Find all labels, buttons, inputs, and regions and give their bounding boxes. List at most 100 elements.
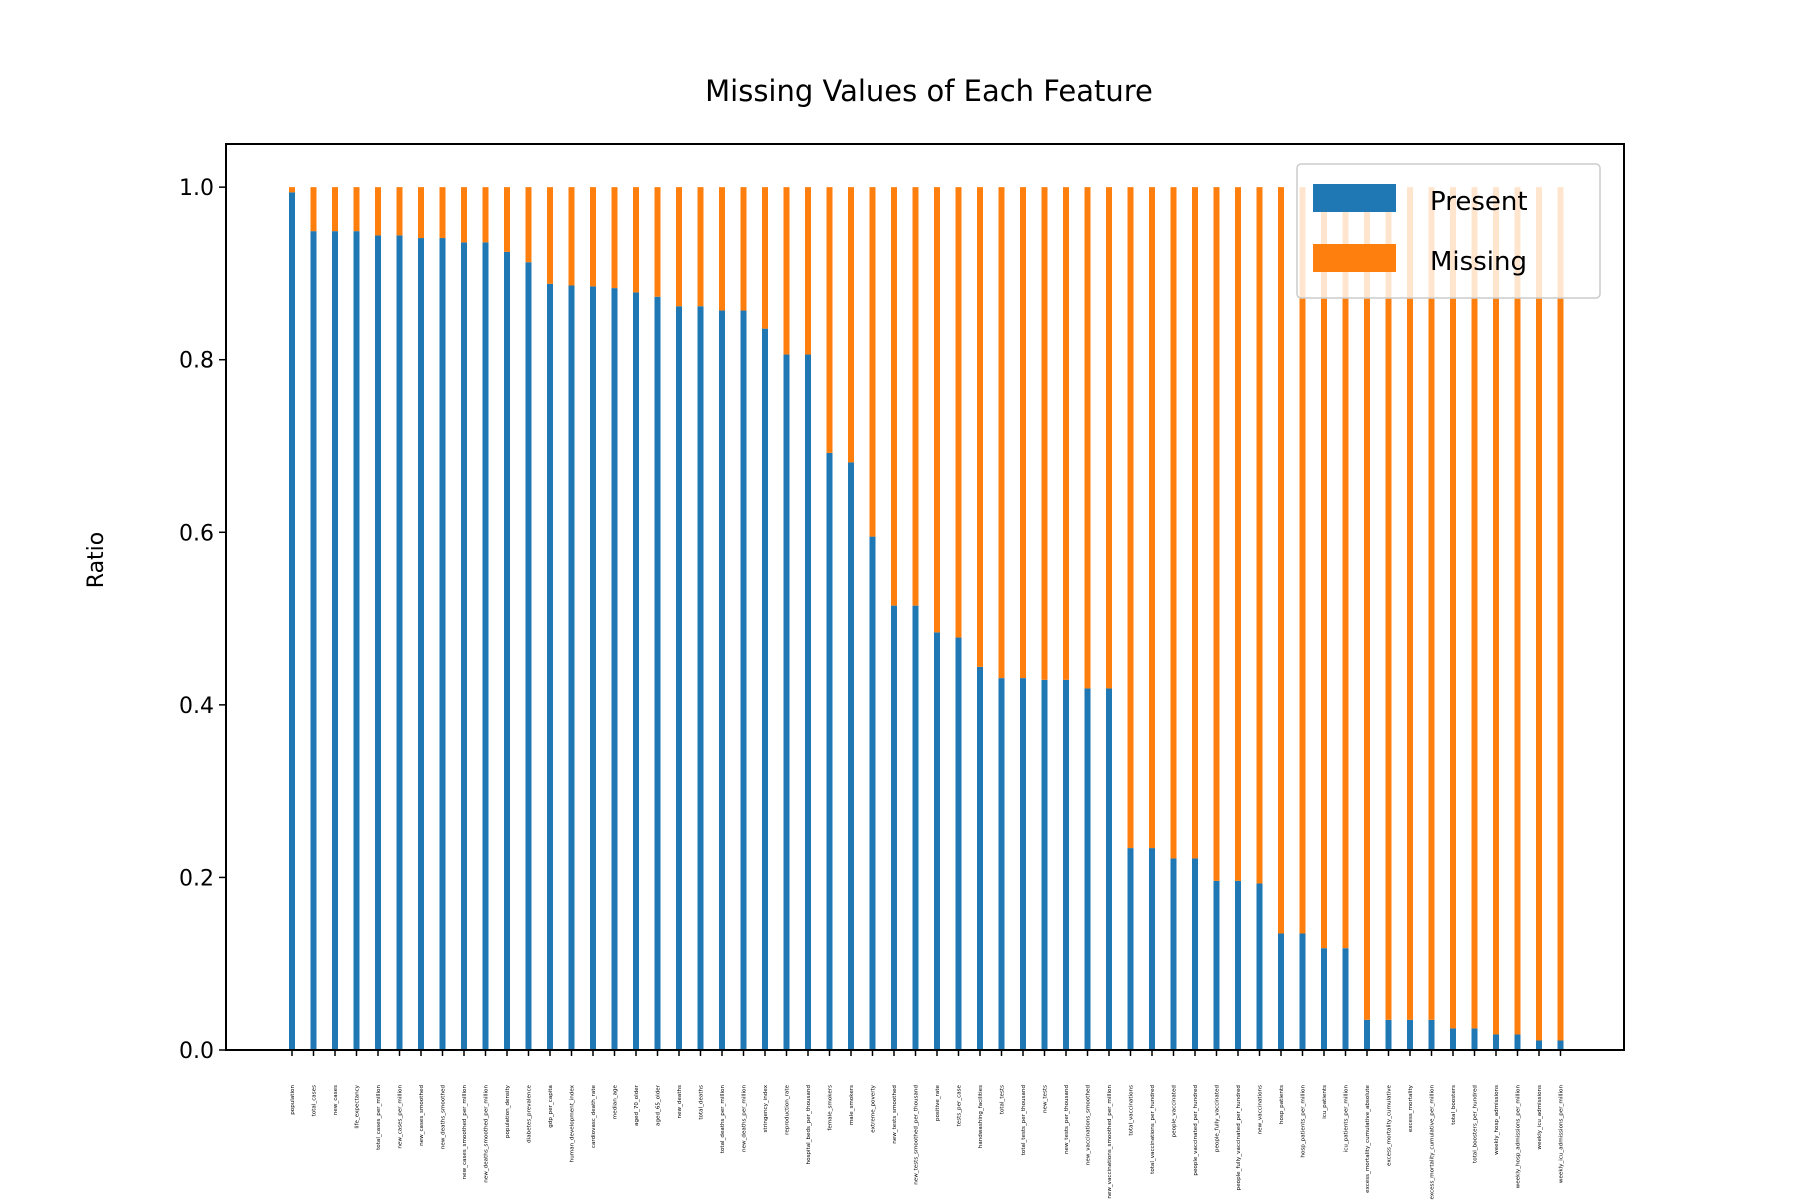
bar-missing-new_vaccinations_smoothed [1084, 187, 1091, 689]
bar-present-new_cases_smoothed [418, 238, 424, 1051]
x-tick-label: new_cases_per_million [398, 1085, 404, 1149]
bar-missing-people_vaccinated_per_hundred [1192, 187, 1198, 859]
y-tick-label: 0.6 [179, 521, 214, 546]
x-tick-label: weekly_icu_admissions_per_million [1559, 1085, 1565, 1184]
x-tick-label: excess_mortality_cumulative [1387, 1084, 1393, 1166]
x-tick-label: new_vaccinations [1258, 1085, 1264, 1134]
bar-missing-excess_mortality_cumulative_per_million [1428, 187, 1435, 1020]
bar-present-female_smokers [826, 452, 833, 1050]
bar-present-total_boosters [1450, 1028, 1456, 1050]
bar-present-total_tests [998, 678, 1005, 1050]
bar-missing-weekly_icu_admissions_per_million [1557, 187, 1564, 1041]
bar-present-reproduction_rate [783, 354, 790, 1050]
bar-missing-total_cases [310, 187, 317, 232]
x-tick-label: total_boosters_per_hundred [1473, 1085, 1479, 1163]
bar-missing-total_deaths [697, 187, 704, 307]
bar-missing-new_deaths_smoothed [439, 187, 446, 239]
x-tick-label: male_smokers [849, 1085, 855, 1125]
x-tick-label: new_tests [1043, 1085, 1049, 1113]
x-tick-label: extreme_poverty [871, 1084, 877, 1132]
bars-group [289, 187, 1564, 1051]
bar-missing-weekly_hosp_admissions [1493, 187, 1499, 1035]
bar-missing-median_age [611, 187, 618, 289]
x-tick-label: hospital_beds_per_thousand [806, 1085, 812, 1165]
chart-title: Missing Values of Each Feature [705, 74, 1153, 108]
bar-present-new_cases_per_million [396, 235, 403, 1050]
x-tick-label: excess_mortality_cumulative_per_million [1430, 1085, 1436, 1200]
bar-missing-total_cases_per_million [375, 187, 381, 236]
x-tick-label: new_cases [333, 1085, 339, 1115]
bar-present-cardiovasc_death_rate [590, 286, 596, 1050]
bar-present-aged_65_older [654, 296, 661, 1051]
bar-present-male_smokers [848, 462, 854, 1050]
bar-missing-human_development_index [568, 187, 575, 286]
x-tick-label: median_age [613, 1084, 619, 1119]
x-tick-label: human_development_index [570, 1084, 576, 1162]
x-tick-label: people_fully_vaccinated_per_hundred [1236, 1085, 1242, 1191]
bar-missing-people_fully_vaccinated_per_hundred [1235, 187, 1241, 881]
legend-label-missing: Missing [1430, 247, 1527, 277]
bar-present-hosp_patients [1278, 933, 1284, 1050]
bar-missing-total_boosters_per_hundred [1471, 187, 1478, 1029]
bar-missing-weekly_hosp_admissions_per_million [1514, 187, 1521, 1035]
bar-present-weekly_icu_admissions [1536, 1040, 1542, 1050]
bar-present-new_vaccinations_smoothed [1084, 688, 1091, 1050]
bar-present-tests_per_case [955, 637, 962, 1050]
bar-present-excess_mortality_cumulative_per_million [1428, 1019, 1435, 1050]
x-tick-label: excess_mortality [1408, 1084, 1414, 1132]
bar-missing-reproduction_rate [783, 187, 790, 355]
bar-missing-hospital_beds_per_thousand [805, 187, 811, 355]
bar-present-new_tests_smoothed [891, 605, 897, 1050]
x-tick-label: total_cases_per_million [376, 1085, 382, 1150]
bar-present-hospital_beds_per_thousand [805, 354, 811, 1050]
bar-missing-new_deaths [676, 187, 682, 307]
bar-present-positive_rate [934, 632, 940, 1050]
x-tick-label: total_vaccinations [1129, 1085, 1135, 1136]
bar-present-total_cases_per_million [375, 235, 381, 1050]
bar-missing-tests_per_case [955, 187, 962, 638]
bar-present-new_tests [1041, 679, 1048, 1050]
bar-missing-total_vaccinations [1127, 187, 1134, 849]
legend: Present Missing [1296, 163, 1601, 299]
x-tick-label: tests_per_case [957, 1084, 963, 1126]
bar-missing-people_vaccinated [1170, 187, 1177, 859]
x-tick-label: new_cases_smoothed [419, 1085, 425, 1146]
bar-missing-icu_patients_per_million [1342, 187, 1349, 949]
x-tick-label: population [290, 1085, 296, 1115]
bar-missing-total_tests_per_thousand [1020, 187, 1026, 679]
bar-present-hosp_patients_per_million [1299, 933, 1306, 1050]
bar-present-total_deaths_per_million [719, 310, 725, 1050]
bar-present-icu_patients [1321, 948, 1327, 1050]
bar-present-people_fully_vaccinated [1213, 880, 1220, 1050]
bar-missing-total_deaths_per_million [719, 187, 725, 311]
bar-present-new_deaths_smoothed [439, 238, 446, 1051]
bar-present-new_tests_per_thousand [1063, 679, 1069, 1050]
bar-missing-new_cases_per_million [396, 187, 403, 236]
bar-missing-total_boosters [1450, 187, 1456, 1029]
bar-missing-new_cases [332, 187, 338, 232]
bar-missing-excess_mortality_cumulative_absolute [1364, 187, 1370, 1020]
bar-present-aged_70_older [633, 292, 639, 1050]
bar-missing-hosp_patients [1278, 187, 1284, 934]
bar-missing-female_smokers [826, 187, 833, 453]
x-tick-label: new_deaths_per_million [742, 1085, 748, 1152]
bar-present-people_vaccinated [1170, 858, 1177, 1050]
bar-missing-population [289, 187, 295, 193]
x-tick-label: population_density [505, 1084, 511, 1138]
bar-missing-male_smokers [848, 187, 854, 463]
x-tick-label: handwashing_facilities [978, 1085, 984, 1148]
bar-missing-life_expectancy [353, 187, 360, 232]
x-tick-label: cardiovasc_death_rate [591, 1084, 597, 1148]
x-tick-label: weekly_hosp_admissions [1494, 1085, 1500, 1155]
bar-missing-new_vaccinations [1256, 187, 1263, 884]
bar-missing-aged_65_older [654, 187, 661, 297]
bar-missing-excess_mortality [1407, 187, 1413, 1020]
bar-present-diabetes_prevalence [525, 262, 532, 1051]
bar-present-total_deaths [697, 306, 704, 1051]
bar-present-new_deaths_per_million [740, 310, 747, 1050]
x-tick-label: weekly_hosp_admissions_per_million [1516, 1085, 1522, 1189]
x-tick-label: total_cases [312, 1085, 318, 1116]
y-tick-label: 1.0 [179, 176, 214, 201]
x-tick-label: icu_patients_per_million [1344, 1085, 1350, 1153]
